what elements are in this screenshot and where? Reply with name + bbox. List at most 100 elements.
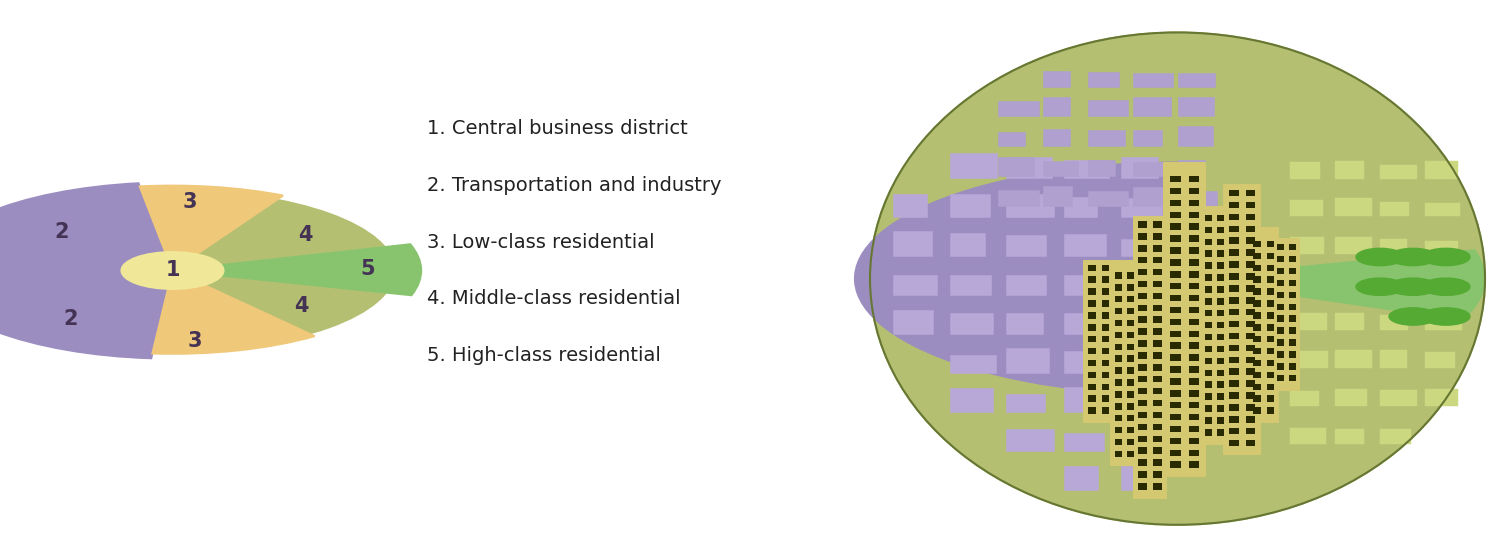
Text: 5: 5 <box>360 259 375 279</box>
Bar <box>1170 307 1180 313</box>
Bar <box>1102 276 1110 283</box>
Bar <box>1228 249 1239 256</box>
Bar <box>1138 364 1146 371</box>
Bar <box>1276 304 1284 310</box>
Bar <box>1114 284 1122 291</box>
Bar <box>1064 160 1108 178</box>
Bar <box>950 194 990 217</box>
Bar <box>1276 327 1284 334</box>
Bar <box>1154 424 1161 430</box>
Bar <box>1170 402 1180 408</box>
Bar <box>1216 227 1224 233</box>
Bar <box>1288 280 1296 286</box>
Bar <box>1190 295 1200 301</box>
Bar <box>1276 256 1284 262</box>
Bar <box>1154 269 1161 275</box>
Bar <box>1126 451 1134 457</box>
Bar <box>1007 235 1046 256</box>
Bar <box>1246 237 1256 244</box>
Bar <box>1254 336 1262 342</box>
Bar <box>1254 288 1262 295</box>
Bar <box>1246 345 1256 351</box>
Bar <box>1204 215 1212 221</box>
Bar <box>1268 384 1275 390</box>
Bar <box>1089 336 1096 342</box>
Bar <box>1288 375 1296 381</box>
Bar <box>1335 350 1371 368</box>
Text: 4: 4 <box>294 296 309 316</box>
Text: 5. High-class residential: 5. High-class residential <box>427 346 662 365</box>
Bar <box>1335 429 1364 444</box>
Bar <box>1272 238 1299 390</box>
Bar <box>1132 162 1172 176</box>
Bar <box>1132 130 1161 146</box>
Bar <box>1268 253 1275 259</box>
Bar <box>1154 459 1161 466</box>
Bar <box>1154 376 1161 382</box>
Bar <box>1178 191 1216 206</box>
Bar <box>1290 162 1320 179</box>
Bar <box>1216 370 1224 376</box>
Bar <box>1138 269 1146 275</box>
Bar <box>1138 388 1146 394</box>
Bar <box>1246 428 1256 434</box>
Bar <box>1170 271 1180 278</box>
Bar <box>1126 439 1134 445</box>
Bar <box>1216 322 1224 328</box>
Bar <box>1216 274 1224 281</box>
Bar <box>1170 259 1180 266</box>
Bar <box>1190 212 1200 218</box>
Bar <box>1089 265 1096 271</box>
Bar <box>1246 357 1256 363</box>
Bar <box>1216 215 1224 221</box>
Bar <box>1228 404 1239 411</box>
Bar <box>1126 308 1134 314</box>
Bar <box>1154 305 1161 311</box>
Bar <box>1042 161 1077 176</box>
Bar <box>1102 360 1110 366</box>
Bar <box>1276 351 1284 358</box>
Bar <box>1246 214 1256 220</box>
Bar <box>1254 312 1262 319</box>
Bar <box>1254 384 1262 390</box>
Bar <box>1114 332 1122 338</box>
Bar <box>1089 348 1096 354</box>
Bar <box>1276 339 1284 346</box>
Bar <box>1007 429 1054 451</box>
Bar <box>1335 199 1372 216</box>
Circle shape <box>1422 248 1470 266</box>
Bar <box>1254 348 1262 354</box>
Bar <box>998 131 1026 146</box>
Bar <box>1089 324 1096 331</box>
Circle shape <box>1422 278 1470 295</box>
Bar <box>1170 342 1180 349</box>
Bar <box>1254 276 1262 283</box>
Bar <box>1268 348 1275 354</box>
Bar <box>1170 354 1180 361</box>
Bar <box>1190 307 1200 313</box>
Bar <box>1170 176 1180 182</box>
Bar <box>1425 161 1458 179</box>
Bar <box>1178 160 1204 176</box>
Bar <box>1114 427 1122 433</box>
Bar <box>1102 372 1110 378</box>
Bar <box>1216 358 1224 364</box>
Bar <box>1228 416 1239 423</box>
Bar <box>1120 391 1156 412</box>
Text: 3: 3 <box>188 331 202 351</box>
Bar <box>1190 331 1200 337</box>
Bar <box>1114 367 1122 374</box>
Bar <box>1154 412 1161 418</box>
Bar <box>1120 354 1167 373</box>
Bar <box>1114 403 1122 410</box>
Bar <box>1228 321 1239 327</box>
Bar <box>1007 157 1052 178</box>
Bar <box>1204 286 1212 293</box>
Bar <box>1170 461 1180 468</box>
Bar <box>1102 395 1110 402</box>
Bar <box>1276 280 1284 286</box>
Bar <box>1335 161 1364 179</box>
Bar <box>1154 316 1161 323</box>
Bar <box>1254 253 1262 259</box>
Bar <box>1154 221 1161 228</box>
